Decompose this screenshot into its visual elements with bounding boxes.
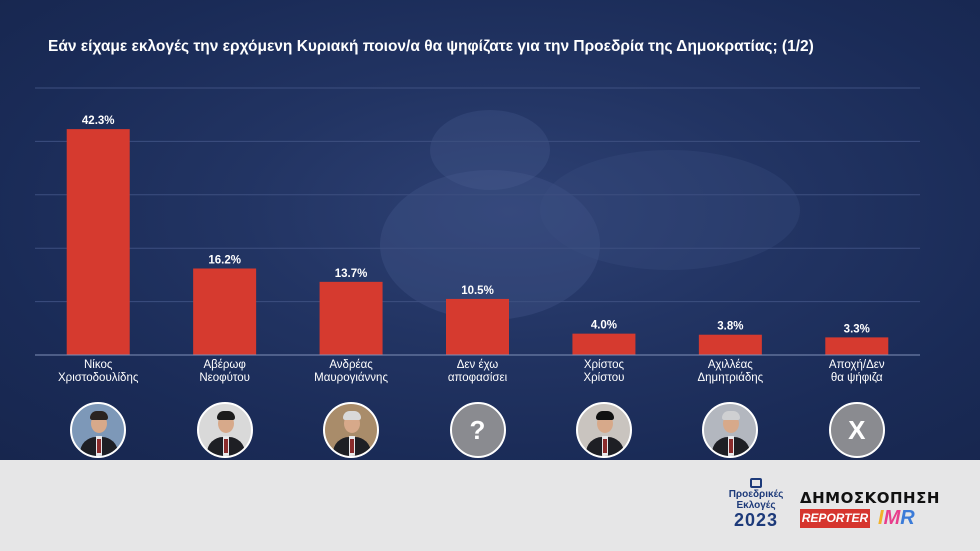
avatar-hair: [216, 411, 235, 420]
category-label-5: Αχιλλέας Δημητριάδης: [697, 359, 763, 384]
candidate-photo: [575, 402, 632, 458]
data-label-4: 4.0%: [591, 320, 617, 332]
avatar-symbol: X: [848, 415, 866, 445]
candidate-photo: [196, 402, 253, 458]
imr-logo-m: M: [883, 507, 901, 529]
data-label-1: 16.2%: [208, 254, 241, 266]
avatar-hair: [343, 411, 362, 420]
presidential-elections-logo: Προεδρικές Εκλογές 2023: [721, 478, 791, 542]
candidate-photo: [702, 402, 759, 458]
x-mark-icon: X: [828, 402, 885, 458]
bar-5: [698, 334, 762, 355]
avatar-tie: [602, 439, 607, 453]
poll-title: ΔΗΜΟΣΚΟΠΗΣΗ: [800, 489, 940, 507]
avatar-hair: [90, 411, 109, 420]
category-label-line: θα ψήφιζα: [831, 372, 883, 384]
imr-logo: IMR: [878, 507, 915, 529]
question-mark-icon: ?: [449, 402, 506, 458]
category-label-line: Ανδρέας: [329, 359, 373, 371]
data-label-3: 10.5%: [461, 285, 494, 297]
candidate-photo: [70, 402, 127, 458]
imr-logo-i: I: [878, 507, 884, 529]
avatar-symbol: ?: [469, 415, 486, 445]
category-label-6: Αποχή/Δεν θα ψήφιζα: [829, 359, 885, 384]
data-label-5: 3.8%: [717, 321, 743, 333]
candidate-photo: [323, 402, 380, 458]
avatar-tie: [350, 439, 355, 453]
bar-6: [825, 337, 889, 355]
bar-chart: 42.3% Νίκος Χριστοδουλίδης 16.2% Αβέρωφ Νεοφύ…: [35, 87, 920, 384]
category-label-line: Μαυρογιάννης: [314, 372, 388, 384]
imr-logo-r: R: [900, 507, 915, 529]
bar-4: [572, 333, 636, 355]
category-label-line: Χριστοδουλίδης: [58, 372, 139, 384]
chart-title: Εάν είχαμε εκλογές την ερχόμενη Κυριακή …: [48, 38, 814, 55]
bar-0: [66, 129, 130, 355]
category-label-line: Νίκος: [84, 359, 113, 371]
avatar-hair: [722, 411, 741, 420]
reporter-logo: REPORTER: [800, 509, 870, 528]
avatar-tie: [729, 439, 734, 453]
avatar-tie: [223, 439, 228, 453]
elections-logo-year: 2023: [733, 510, 779, 530]
category-label-line: Δεν έχω: [457, 359, 499, 371]
category-label-line: Νεοφύτου: [199, 372, 250, 384]
category-label-line: Αποχή/Δεν: [829, 359, 885, 371]
category-label-line: Αβέρωφ: [203, 359, 245, 371]
category-label-1: Αβέρωφ Νεοφύτου: [199, 359, 250, 384]
category-label-line: Αχιλλέας: [708, 359, 753, 371]
background-blur-shape: [430, 110, 550, 190]
avatar-hair: [595, 411, 614, 420]
category-label-line: Χρίστος: [584, 359, 625, 371]
data-label-0: 42.3%: [82, 115, 115, 127]
background-blur-shape: [540, 150, 800, 270]
bar-3: [446, 298, 509, 355]
data-label-6: 3.3%: [844, 323, 870, 335]
elections-logo-line1: Προεδρικές: [728, 489, 784, 500]
elections-logo-line2: Εκλογές: [736, 500, 776, 511]
ballot-box-icon: [750, 478, 762, 488]
data-label-2: 13.7%: [335, 268, 368, 280]
bar-2: [319, 281, 383, 355]
category-label-line: αποφασίσει: [448, 372, 508, 384]
category-label-4: Χρίστος Χρίστου: [583, 359, 624, 384]
avatar-tie: [97, 439, 102, 453]
category-label-0: Νίκος Χριστοδουλίδης: [58, 359, 139, 384]
bar-1: [193, 268, 257, 355]
category-label-line: Χρίστου: [583, 372, 624, 384]
footer: [0, 460, 980, 551]
category-label-3: Δεν έχω αποφασίσει: [448, 359, 508, 384]
category-label-2: Ανδρέας Μαυρογιάννης: [314, 359, 388, 384]
category-label-line: Δημητριάδης: [697, 372, 763, 384]
